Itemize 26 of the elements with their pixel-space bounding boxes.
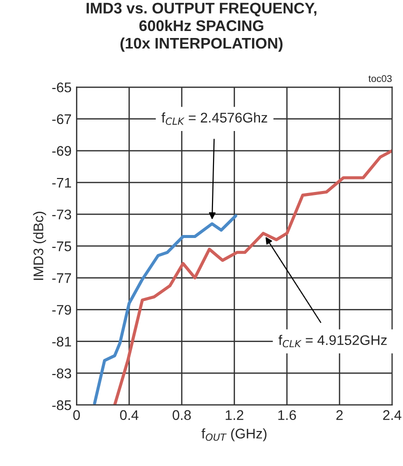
y-tick-label: -81 [52, 336, 72, 347]
line-series [93, 214, 238, 405]
line-series [113, 149, 392, 405]
x-tick-label: 1.6 [278, 410, 296, 420]
y-tick-label: -83 [52, 368, 72, 378]
x-tick-label: 0 [73, 410, 80, 420]
x-tick-label: 1.2 [226, 410, 244, 420]
y-tick-label: -71 [52, 178, 72, 188]
annotation: f$_{CLK}$ = 2.4576Ghz [162, 112, 268, 125]
chart-title: IMD3 vs. OUTPUT FREQUENCY, 600kHz SPACING (10x INTERPOLATION) [86, 2, 316, 52]
x-tick-label: 2.4 [383, 410, 402, 420]
y-axis-title: IMD3 (dBc) [33, 212, 46, 280]
text: toc03 [368, 75, 392, 82]
y-tick-label: -79 [52, 304, 72, 315]
x-tick-label: 0.8 [172, 410, 191, 420]
annotation: f$_{CLK}$ = 4.9152GHz [278, 334, 387, 348]
y-tick-label: -69 [52, 146, 72, 156]
x-axis-title: f$_{OUT}$ (GHz) [202, 428, 266, 442]
x-tick-label: 0.4 [120, 410, 138, 420]
y-tick-label: -67 [52, 114, 72, 124]
x-tick-label: 2 [336, 410, 343, 420]
y-tick-label: -85 [52, 400, 72, 410]
y-tick-label: -77 [52, 273, 72, 283]
y-tick-label: -65 [52, 82, 72, 92]
y-tick-label: -73 [52, 210, 72, 220]
y-tick-label: -75 [52, 242, 72, 252]
